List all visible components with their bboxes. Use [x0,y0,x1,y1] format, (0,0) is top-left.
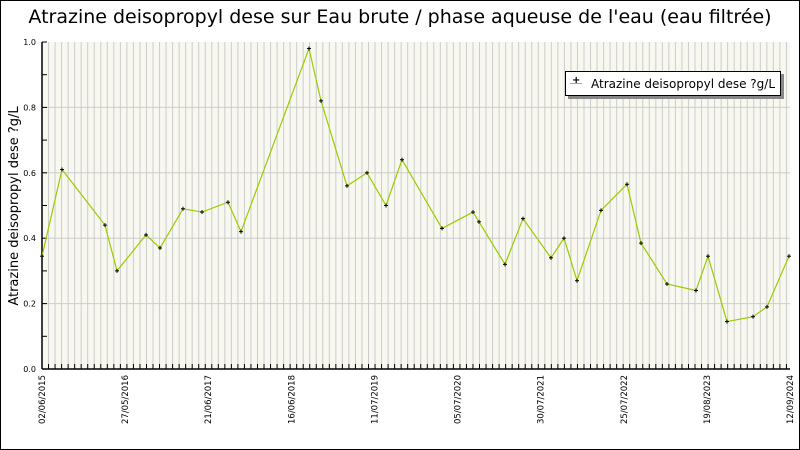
svg-text:12/09/2024: 12/09/2024 [786,375,796,424]
x-axis: 02/06/2015 27/05/2016 21/06/2017 16/06/2018… [38,364,796,424]
data-line [41,46,790,323]
svg-text:0.0: 0.0 [23,365,36,374]
svg-text:0.8: 0.8 [23,103,36,112]
svg-text:0.6: 0.6 [23,169,36,178]
vertical-gridlines [48,42,787,369]
svg-text:02/06/2015: 02/06/2015 [38,375,48,424]
svg-text:05/07/2020: 05/07/2020 [454,375,464,424]
svg-text:0.4: 0.4 [23,234,36,243]
svg-text:21/06/2017: 21/06/2017 [204,375,214,424]
legend-line-marker-icon [570,75,582,88]
data-markers [40,46,791,324]
y-axis-label: Atrazine deisopropyl dese ?g/L [7,106,22,306]
svg-text:1.0: 1.0 [23,38,36,47]
y-axis: 0.0 0.2 0.4 0.6 0.8 1.0 [23,38,47,374]
legend: Atrazine deisopropyl dese ?g/L [565,71,781,96]
svg-text:0.2: 0.2 [23,300,36,309]
svg-text:11/07/2019: 11/07/2019 [370,375,380,424]
horizontal-gridlines [42,106,790,305]
svg-text:19/08/2023: 19/08/2023 [703,375,713,424]
legend-label: Atrazine deisopropyl dese ?g/L [591,76,776,91]
svg-text:30/07/2021: 30/07/2021 [537,375,547,424]
svg-text:25/07/2022: 25/07/2022 [620,375,630,424]
plot-area [42,42,790,369]
svg-text:27/05/2016: 27/05/2016 [121,375,131,424]
chart-title: Atrazine deisopropyl dese sur Eau brute … [28,6,772,28]
svg-text:16/06/2018: 16/06/2018 [287,375,297,424]
